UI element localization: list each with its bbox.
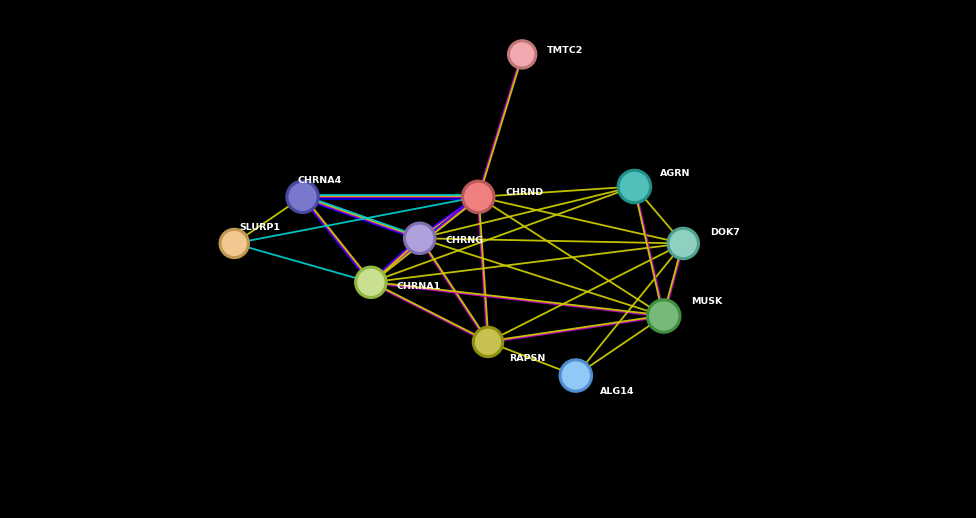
- Text: MUSK: MUSK: [691, 297, 722, 306]
- Ellipse shape: [508, 40, 537, 69]
- Text: CHRNA1: CHRNA1: [396, 282, 440, 291]
- Text: CHRND: CHRND: [506, 188, 544, 197]
- Ellipse shape: [355, 266, 386, 298]
- Ellipse shape: [646, 299, 681, 333]
- Ellipse shape: [289, 183, 316, 210]
- Ellipse shape: [404, 222, 435, 254]
- Ellipse shape: [475, 329, 501, 354]
- Text: CHRNG: CHRNG: [445, 236, 483, 246]
- Text: DOK7: DOK7: [711, 227, 741, 237]
- Text: AGRN: AGRN: [660, 168, 690, 178]
- Text: RAPSN: RAPSN: [509, 354, 546, 363]
- Ellipse shape: [465, 183, 492, 210]
- Ellipse shape: [621, 172, 648, 200]
- Text: ALG14: ALG14: [600, 386, 634, 396]
- Ellipse shape: [617, 169, 652, 204]
- Ellipse shape: [220, 228, 249, 258]
- Ellipse shape: [668, 227, 699, 260]
- Ellipse shape: [562, 362, 590, 389]
- Ellipse shape: [223, 232, 246, 255]
- Ellipse shape: [559, 359, 592, 392]
- Ellipse shape: [650, 302, 677, 330]
- Ellipse shape: [462, 180, 495, 213]
- Ellipse shape: [286, 180, 319, 213]
- Ellipse shape: [671, 231, 696, 256]
- Ellipse shape: [407, 225, 432, 251]
- Ellipse shape: [358, 269, 384, 295]
- Text: CHRNA4: CHRNA4: [298, 176, 342, 185]
- Ellipse shape: [510, 43, 534, 66]
- Text: SLURP1: SLURP1: [239, 223, 280, 233]
- Text: TMTC2: TMTC2: [547, 46, 583, 55]
- Ellipse shape: [472, 326, 504, 357]
